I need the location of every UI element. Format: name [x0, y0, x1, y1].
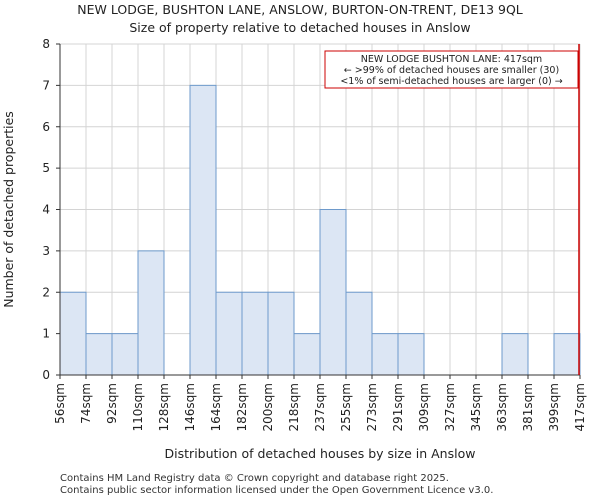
y-tick-label: 3 — [42, 244, 50, 258]
histogram-bar — [111, 333, 139, 376]
histogram-bar — [215, 291, 243, 376]
x-tick-label: 182sqm — [235, 383, 249, 431]
x-tick-label: 218sqm — [287, 383, 301, 431]
histogram-bar — [345, 291, 373, 376]
x-tick-label: 327sqm — [443, 383, 457, 431]
y-tick-label: 7 — [42, 78, 50, 92]
footer-line-2: Contains public sector information licen… — [60, 485, 494, 496]
histogram-bar — [397, 333, 425, 376]
histogram-bar — [553, 333, 581, 376]
histogram-bar — [267, 291, 295, 376]
x-tick-label: 128sqm — [157, 383, 171, 431]
x-tick-label: 309sqm — [417, 383, 431, 431]
y-axis-label: Number of detached properties — [1, 111, 16, 308]
x-tick-label: 74sqm — [79, 383, 93, 424]
histogram-bar — [501, 333, 529, 376]
x-axis-label: Distribution of detached houses by size … — [165, 446, 476, 461]
histogram-bar — [59, 291, 87, 376]
x-tick-label: 273sqm — [365, 383, 379, 431]
x-tick-label: 164sqm — [209, 383, 223, 431]
footer-line-1: Contains HM Land Registry data © Crown c… — [60, 473, 449, 484]
y-tick-label: 5 — [42, 161, 50, 175]
histogram-bar — [241, 291, 269, 376]
x-tick-label: 92sqm — [105, 383, 119, 424]
chart-title: NEW LODGE, BUSHTON LANE, ANSLOW, BURTON-… — [77, 2, 523, 17]
x-tick-label: 399sqm — [547, 383, 561, 431]
histogram-bar — [85, 333, 113, 376]
y-tick-label: 6 — [42, 120, 50, 134]
x-tick-label: 345sqm — [469, 383, 483, 431]
histogram-bar — [293, 333, 321, 376]
x-tick-label: 110sqm — [131, 383, 145, 431]
x-tick-label: 56sqm — [53, 383, 67, 424]
annotation-line: <1% of semi-detached houses are larger (… — [340, 76, 562, 87]
annotation-box — [324, 50, 579, 89]
histogram-bar — [319, 209, 347, 376]
y-tick-label: 8 — [42, 37, 50, 51]
annotation-line: NEW LODGE BUSHTON LANE: 417sqm — [361, 54, 542, 65]
x-tick-label: 255sqm — [339, 383, 353, 431]
x-tick-label: 417sqm — [573, 383, 587, 431]
x-tick-label: 237sqm — [313, 383, 327, 431]
histogram-bar — [371, 333, 399, 376]
histogram-chart: 0 1 2 3 4 5 6 7 8 56sqm 74sqm 92sqm 110sqm 128sqm 146s… — [1, 37, 587, 461]
x-tick-label: 363sqm — [495, 383, 509, 431]
x-tick-label: 381sqm — [521, 383, 535, 431]
x-tick-label: 291sqm — [391, 383, 405, 431]
y-tick-label: 0 — [42, 368, 50, 382]
histogram-bar — [137, 250, 165, 376]
x-tick-label: 146sqm — [183, 383, 197, 431]
annotation-line: ← >99% of detached houses are smaller (3… — [344, 65, 559, 76]
x-tick-label: 200sqm — [261, 383, 275, 431]
histogram-bar — [189, 84, 217, 376]
y-tick-label: 4 — [42, 203, 50, 217]
chart-subtitle: Size of property relative to detached ho… — [129, 20, 471, 35]
y-tick-label: 2 — [42, 285, 50, 299]
y-tick-label: 1 — [42, 327, 50, 341]
